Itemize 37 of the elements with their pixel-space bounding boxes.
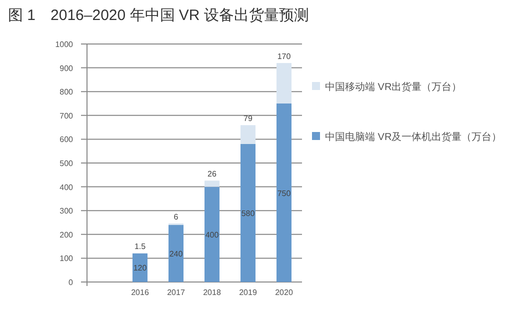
y-tick-label: 200 [60,230,74,240]
legend-label: 中国移动端 VR出货量（万台） [325,81,462,93]
bar [240,125,256,144]
y-tick-label: 800 [60,88,74,97]
y-tick-label: 300 [60,206,74,216]
y-tick-label: 0 [68,278,74,287]
bar [204,180,220,187]
data-label: 120 [133,264,148,273]
data-label: 79 [244,114,253,124]
bar [276,63,292,104]
x-tick-label: 2017 [167,288,186,297]
data-label: 580 [241,208,256,218]
bar [132,253,148,282]
y-tick-label: 600 [60,135,74,144]
y-tick-label: 900 [60,64,74,73]
bar [276,104,292,282]
bar [168,224,184,282]
y-tick-label: 700 [60,111,74,120]
x-tick-label: 2019 [239,288,258,297]
bar [240,144,256,282]
data-label: 170 [277,52,292,62]
x-tick-label: 2020 [275,288,294,297]
x-tick-label: 2018 [203,288,222,297]
data-label: 6 [174,212,179,222]
data-label: 1.5 [134,242,146,252]
chart-title: 图 1 2016–2020 年中国 VR 设备出货量预测 [8,7,309,24]
y-tick-label: 500 [60,159,74,168]
data-label: 26 [208,170,217,179]
y-tick-label: 1000 [55,40,74,49]
data-label: 400 [205,230,220,240]
data-label: 240 [169,249,184,258]
y-tick-label: 400 [60,182,74,192]
legend-label: 中国电脑端 VR及一体机出货量（万台） [325,131,502,143]
x-tick-label: 2016 [131,288,150,297]
bar [204,186,220,282]
y-tick-label: 100 [60,254,74,264]
data-label: 750 [277,188,292,198]
